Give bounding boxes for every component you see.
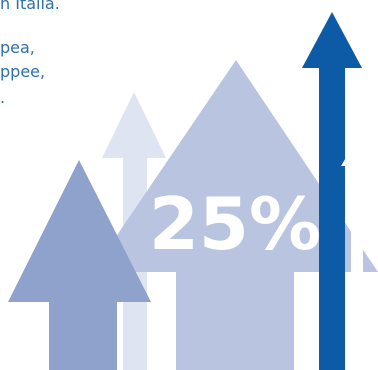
text-line-4: . [0,88,6,107]
text-line-2: pea, [0,38,35,57]
dark-up-arrow-icon [302,12,362,370]
mid-up-arrow-icon [8,160,151,370]
percentage-badge: 25% [149,182,321,266]
large-up-arrow-icon [92,60,378,370]
text-line-1: n Italia. [0,0,60,13]
white-up-arrow-icon [341,139,373,370]
text-line-3: ppee, [0,62,46,81]
